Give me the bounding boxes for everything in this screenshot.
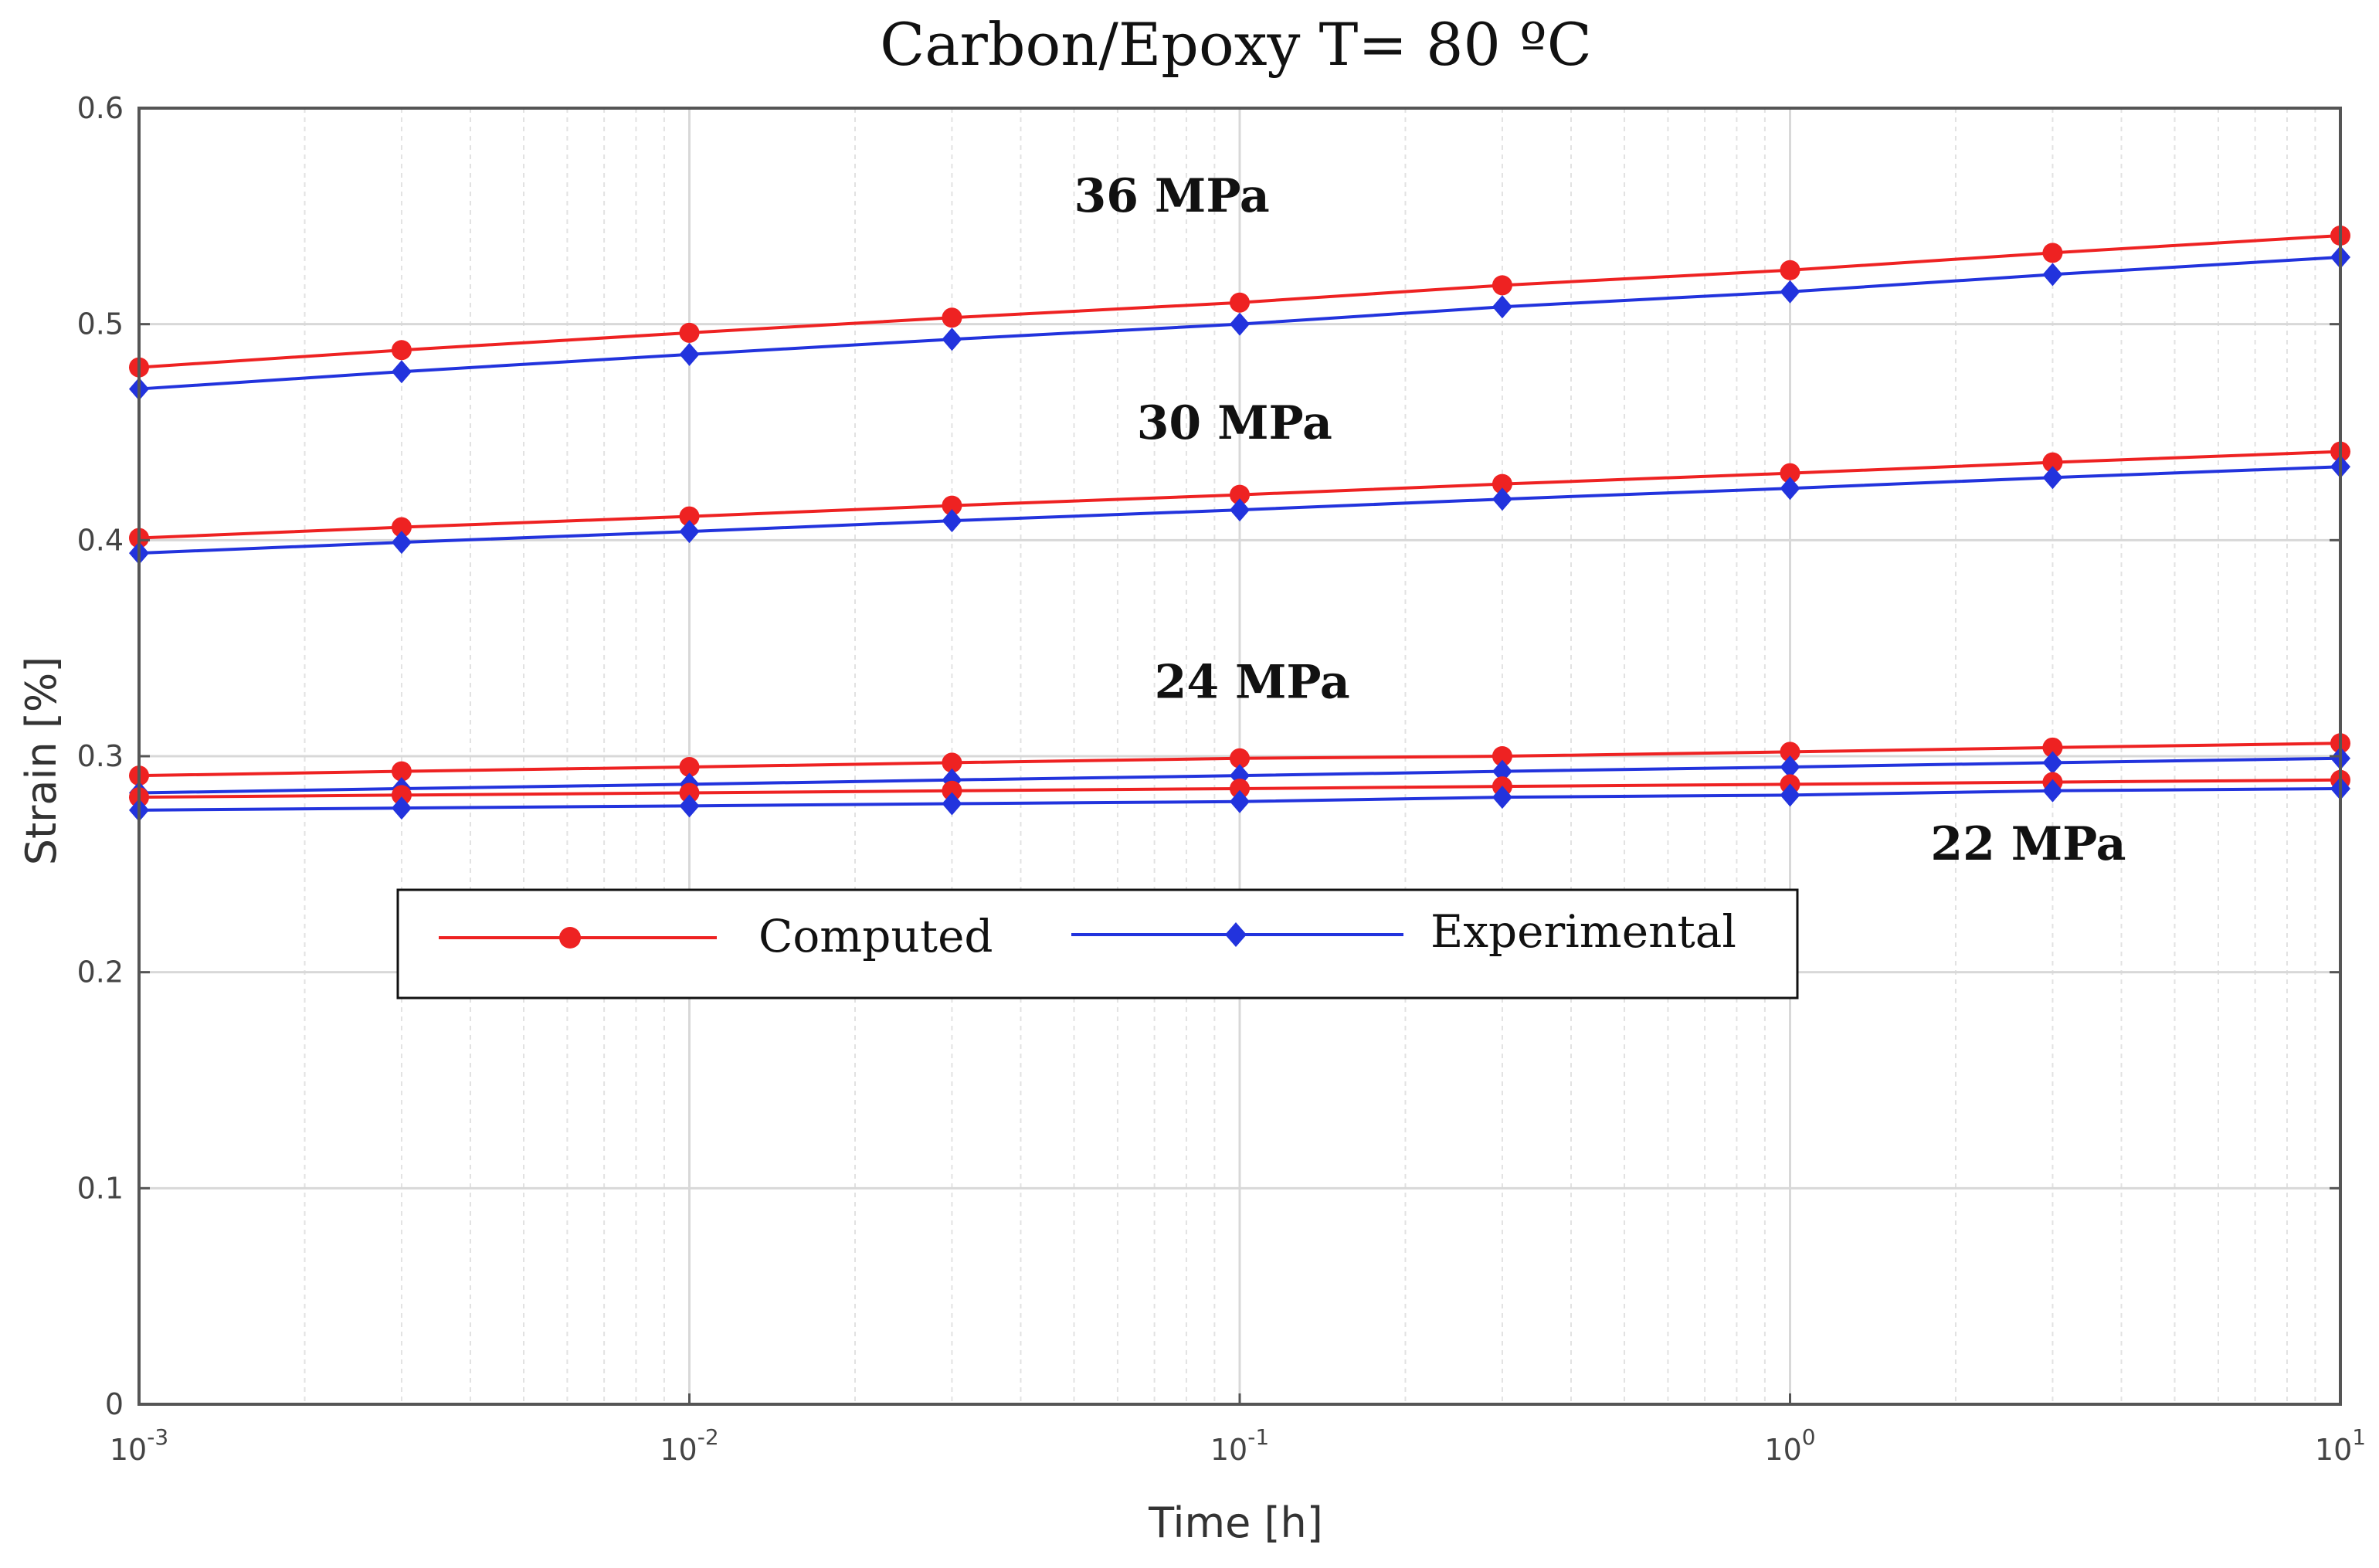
annotation-label: 24 MPa	[1155, 655, 1350, 709]
annotation-label: 22 MPa	[1930, 817, 2126, 871]
legend-computed-label: Computed	[758, 910, 993, 962]
data-point-computed	[942, 780, 962, 801]
data-point-computed	[1492, 473, 1512, 494]
data-point-computed	[1492, 275, 1512, 296]
legend-experimental-label: Experimental	[1430, 905, 1736, 958]
data-point-experimental	[2042, 466, 2063, 490]
data-point-computed	[942, 752, 962, 773]
y-axis-label: Strain [%]	[17, 657, 66, 866]
series-experimental-1	[129, 245, 2350, 401]
data-point-experimental	[1780, 783, 1800, 807]
x-tick-label: 10-1	[1210, 1424, 1269, 1467]
data-point-experimental	[2042, 779, 2063, 803]
data-point-computed	[2042, 243, 2063, 263]
data-point-computed	[391, 761, 412, 782]
data-point-computed	[679, 506, 700, 527]
y-tick-label: 0	[105, 1387, 124, 1421]
legend-experimental-marker	[1225, 922, 1247, 947]
data-point-experimental	[1780, 280, 1800, 304]
data-point-computed	[1230, 484, 1250, 505]
data-point-experimental	[942, 328, 962, 351]
series-computed-4	[129, 733, 2350, 786]
data-point-computed	[2042, 452, 2063, 473]
data-point-experimental	[1492, 295, 1512, 319]
data-point-experimental	[1780, 477, 1800, 501]
data-point-experimental	[1230, 312, 1250, 336]
x-axis-label: Time [h]	[1148, 1498, 1323, 1547]
data-point-experimental	[2042, 751, 2063, 775]
data-point-experimental	[2042, 263, 2063, 287]
data-point-experimental	[679, 520, 700, 544]
data-point-computed	[1780, 742, 1800, 762]
legend-computed-marker	[559, 927, 581, 949]
data-point-computed	[1230, 748, 1250, 769]
legend: Computed Experimental	[396, 888, 1799, 1000]
series-experimental-3	[129, 455, 2350, 565]
y-tick-label: 0.3	[77, 739, 124, 773]
series-computed-2	[129, 441, 2350, 548]
data-point-computed	[1780, 463, 1800, 484]
data-point-experimental	[1492, 786, 1512, 809]
data-point-computed	[679, 322, 700, 343]
data-point-computed	[942, 495, 962, 516]
data-point-computed	[391, 517, 412, 538]
x-tick-label: 101	[2315, 1424, 2366, 1467]
x-tick-label: 10-2	[660, 1424, 718, 1467]
data-point-experimental	[679, 794, 700, 818]
y-tick-label: 0.6	[77, 91, 124, 125]
data-point-experimental	[1492, 487, 1512, 511]
data-point-experimental	[679, 342, 700, 366]
data-point-computed	[1492, 746, 1512, 766]
data-point-computed	[1230, 778, 1250, 799]
data-point-experimental	[1780, 755, 1800, 779]
data-point-experimental	[1492, 759, 1512, 783]
data-point-computed	[1780, 260, 1800, 280]
annotation-label: 36 MPa	[1074, 169, 1270, 223]
y-tick-label: 0.1	[77, 1171, 124, 1205]
annotation-label: 30 MPa	[1137, 396, 1332, 450]
y-tick-label: 0.5	[77, 307, 124, 341]
series-computed-0	[129, 226, 2350, 378]
data-point-computed	[2042, 737, 2063, 758]
data-point-experimental	[391, 360, 412, 384]
tick-labels: 0 0.1 0.2 0.3 0.4 0.5 0.6 10-3 10-2 10-1 100 101	[77, 91, 2367, 1467]
data-point-experimental	[942, 509, 962, 533]
data-point-experimental	[391, 796, 412, 820]
data-point-experimental	[1230, 498, 1250, 522]
data-point-experimental	[391, 531, 412, 555]
x-tick-label: 100	[1764, 1424, 1815, 1467]
data-point-computed	[679, 756, 700, 777]
data-point-computed	[391, 340, 412, 361]
y-tick-label: 0.4	[77, 523, 124, 557]
y-tick-label: 0.2	[77, 955, 124, 989]
data-point-computed	[1230, 292, 1250, 313]
annotations: 36 MPa 30 MPa 24 MPa 22 MPa	[1074, 169, 2126, 871]
data-point-experimental	[1230, 789, 1250, 813]
data-point-computed	[942, 307, 962, 328]
data-point-experimental	[942, 792, 962, 816]
chart-title: Carbon/Epoxy T= 80 ºC	[880, 10, 1592, 79]
x-tick-label: 10-3	[110, 1424, 168, 1467]
data-point-computed	[679, 782, 700, 803]
data-point-computed	[391, 785, 412, 806]
legend-box	[396, 888, 1799, 1000]
